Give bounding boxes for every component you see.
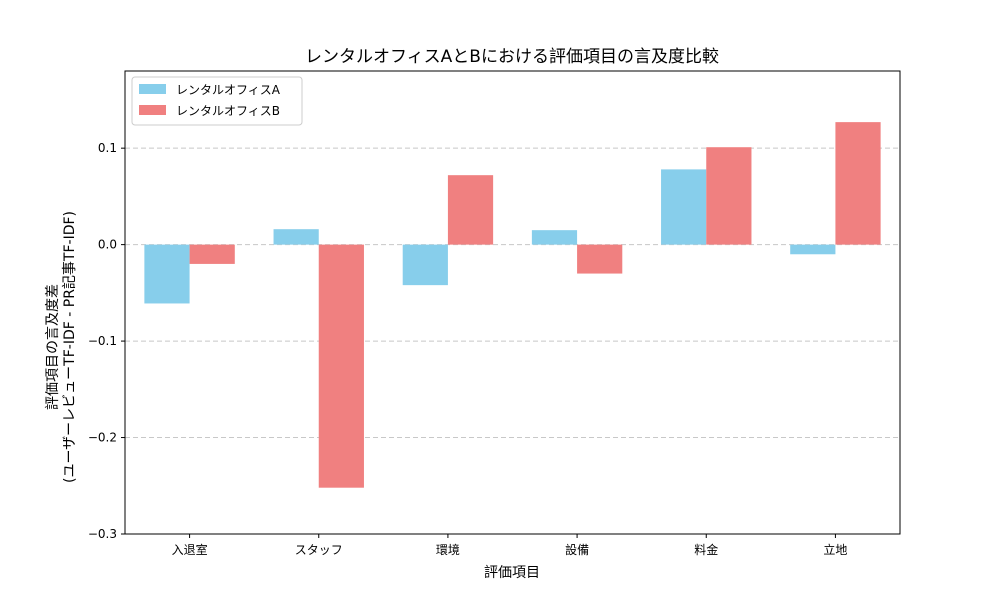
- bar-a: [661, 169, 707, 245]
- y-axis-label: 評価項目の言及度差 (ユーザーレビューTF-IDF - PR記事TF-IDF): [45, 211, 78, 483]
- y-axis-label-line-2: (ユーザーレビューTF-IDF - PR記事TF-IDF): [61, 211, 78, 483]
- x-tick-label: 立地: [823, 542, 847, 557]
- legend-label-b: レンタルオフィスB: [176, 104, 280, 118]
- x-tick-label: 料金: [694, 542, 718, 557]
- grid-lines: [125, 147, 900, 535]
- bar-a: [790, 244, 836, 255]
- y-axis-ticks: −0.3 −0.2 −0.1 0.0 0.1: [88, 141, 125, 541]
- y-tick-label: 0.0: [98, 238, 117, 252]
- bar-a: [144, 244, 190, 304]
- x-tick-label: スタッフ: [295, 543, 343, 557]
- bar-b: [706, 147, 752, 245]
- bars: [144, 122, 881, 488]
- bar-a: [273, 229, 319, 245]
- y-tick-label: −0.1: [88, 334, 117, 348]
- legend-swatch-a: [139, 84, 166, 94]
- x-axis-ticks: 入退室 スタッフ 環境 設備 料金 立地: [172, 534, 847, 557]
- x-tick-label: 設備: [565, 542, 589, 557]
- bar-a: [402, 244, 448, 286]
- y-axis-label-line-1: 評価項目の言及度差: [45, 284, 61, 410]
- x-axis-label: 評価項目: [484, 565, 540, 581]
- legend: レンタルオフィスA レンタルオフィスB: [131, 76, 303, 126]
- y-tick-label: 0.1: [98, 141, 117, 155]
- chart-title: レンタルオフィスAとBにおける評価項目の言及度比較: [305, 47, 719, 67]
- legend-label-a: レンタルオフィスA: [176, 83, 281, 97]
- bar-b: [447, 175, 494, 245]
- bar-b: [577, 244, 623, 274]
- y-tick-label: −0.2: [88, 431, 117, 445]
- bar-b: [189, 244, 235, 264]
- bar-b: [835, 122, 881, 245]
- x-tick-label: 環境: [436, 542, 460, 557]
- x-tick-label: 入退室: [172, 542, 208, 557]
- legend-box: [131, 76, 303, 126]
- bar-a: [531, 230, 578, 245]
- legend-swatch-b: [139, 105, 166, 115]
- plot-area-frame: [124, 70, 901, 535]
- y-tick-label: −0.3: [88, 527, 117, 541]
- bar-b: [318, 244, 364, 488]
